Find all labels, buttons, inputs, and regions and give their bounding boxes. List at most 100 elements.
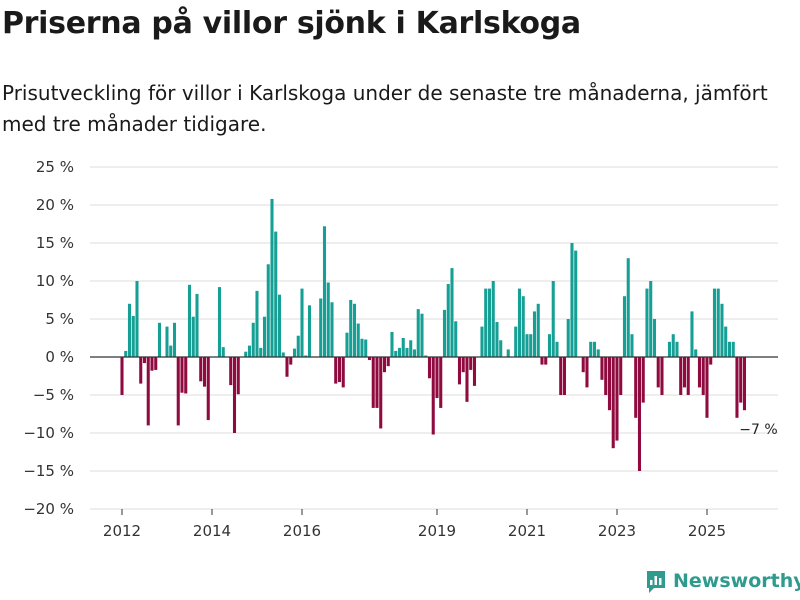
bar-negative [585, 357, 589, 388]
bar-positive [570, 243, 574, 357]
bar-positive [547, 334, 552, 357]
bar-negative [679, 357, 683, 395]
bar-positive [217, 287, 222, 357]
bar-negative [285, 357, 289, 377]
bar-positive [412, 349, 417, 357]
bar-positive [727, 341, 732, 357]
bar-positive [262, 316, 267, 357]
bar-negative [709, 357, 713, 365]
bar-positive [517, 288, 522, 357]
y-tick-label: 0 % [45, 348, 74, 366]
bar-positive [127, 303, 132, 357]
bar-positive [589, 341, 593, 357]
page-title: Priserna på villor sjönk i Karlskoga [2, 6, 581, 41]
bar-positive [694, 349, 698, 357]
bar-negative [656, 357, 660, 388]
bar-negative [611, 357, 615, 449]
bar-positive [574, 250, 578, 357]
bar-positive [514, 326, 518, 357]
bar-negative [120, 357, 124, 395]
bar-negative [334, 357, 338, 384]
y-tick-label: 15 % [36, 234, 74, 252]
bar-positive [195, 293, 199, 357]
x-tick-label: 2023 [598, 522, 636, 540]
bar-negative [427, 357, 432, 379]
x-tick-label: 2012 [103, 522, 141, 540]
bar-negative [701, 357, 705, 395]
bar-positive [480, 326, 484, 357]
bar-positive [345, 332, 349, 357]
bar-negative [637, 357, 642, 471]
bar-positive [135, 281, 139, 357]
bar-positive [390, 331, 394, 357]
y-tick-label: 25 % [36, 158, 74, 176]
bar-positive [712, 288, 717, 357]
bar-positive [596, 349, 600, 357]
bar-positive [716, 288, 720, 357]
bar-positive [499, 340, 503, 357]
bar-negative [686, 357, 690, 395]
x-tick-label: 2016 [283, 522, 321, 540]
bar-negative [562, 357, 567, 395]
bar-negative [469, 357, 473, 370]
bar-positive [442, 309, 447, 357]
bar-negative [184, 357, 188, 394]
bar-positive [532, 311, 537, 357]
bar-negative [154, 357, 158, 370]
bar-positive [724, 326, 728, 357]
bar-positive [352, 303, 357, 357]
bar-positive [416, 309, 420, 357]
newsworthy-logo: Newsworthy [645, 568, 800, 594]
bar-negative [150, 357, 154, 371]
bar-positive [446, 284, 450, 357]
bar-negative [139, 357, 143, 384]
bar-negative [615, 357, 619, 441]
bar-negative [607, 357, 612, 411]
bar-positive [266, 264, 270, 357]
bar-positive [304, 355, 308, 357]
bar-positive [525, 334, 529, 357]
bar-positive [667, 341, 672, 357]
bar-negative [465, 357, 469, 402]
bar-positive [124, 350, 128, 357]
bar-positive [454, 321, 458, 357]
bar-positive [409, 340, 413, 357]
bar-negative [619, 357, 623, 395]
bar-positive [506, 349, 510, 357]
bar-positive [247, 345, 252, 357]
bar-positive [349, 300, 353, 357]
bar-positive [401, 338, 405, 357]
y-tick-label: −15 % [23, 462, 74, 480]
bar-negative [540, 357, 544, 365]
bar-positive [551, 281, 555, 357]
bar-negative [229, 357, 233, 386]
bar-positive [319, 298, 323, 357]
bar-negative [371, 357, 375, 408]
bar-positive [420, 313, 424, 357]
bar-negative [367, 357, 372, 361]
bar-positive [191, 316, 195, 357]
bar-positive [165, 326, 169, 357]
bar-positive [292, 348, 297, 357]
bar-positive [364, 339, 368, 357]
y-tick-label: −10 % [23, 424, 74, 442]
bar-positive [157, 322, 162, 357]
bar-positive [592, 341, 597, 357]
bar-positive [645, 288, 649, 357]
bar-positive [255, 290, 259, 357]
page-subtitle: Prisutveckling för villor i Karlskoga un… [2, 81, 768, 136]
y-tick-label: 20 % [36, 196, 74, 214]
bar-negative [146, 357, 150, 426]
bar-positive [169, 345, 173, 357]
bar-negative [341, 357, 345, 388]
bar-negative [202, 357, 207, 387]
y-tick-label: −5 % [33, 386, 74, 404]
y-tick-label: 10 % [36, 272, 74, 290]
bar-positive [221, 347, 225, 357]
bar-positive [394, 350, 398, 357]
bar-positive [131, 315, 135, 357]
bar-negative [634, 357, 638, 418]
bar-negative [472, 357, 477, 386]
bar-negative [176, 357, 180, 426]
